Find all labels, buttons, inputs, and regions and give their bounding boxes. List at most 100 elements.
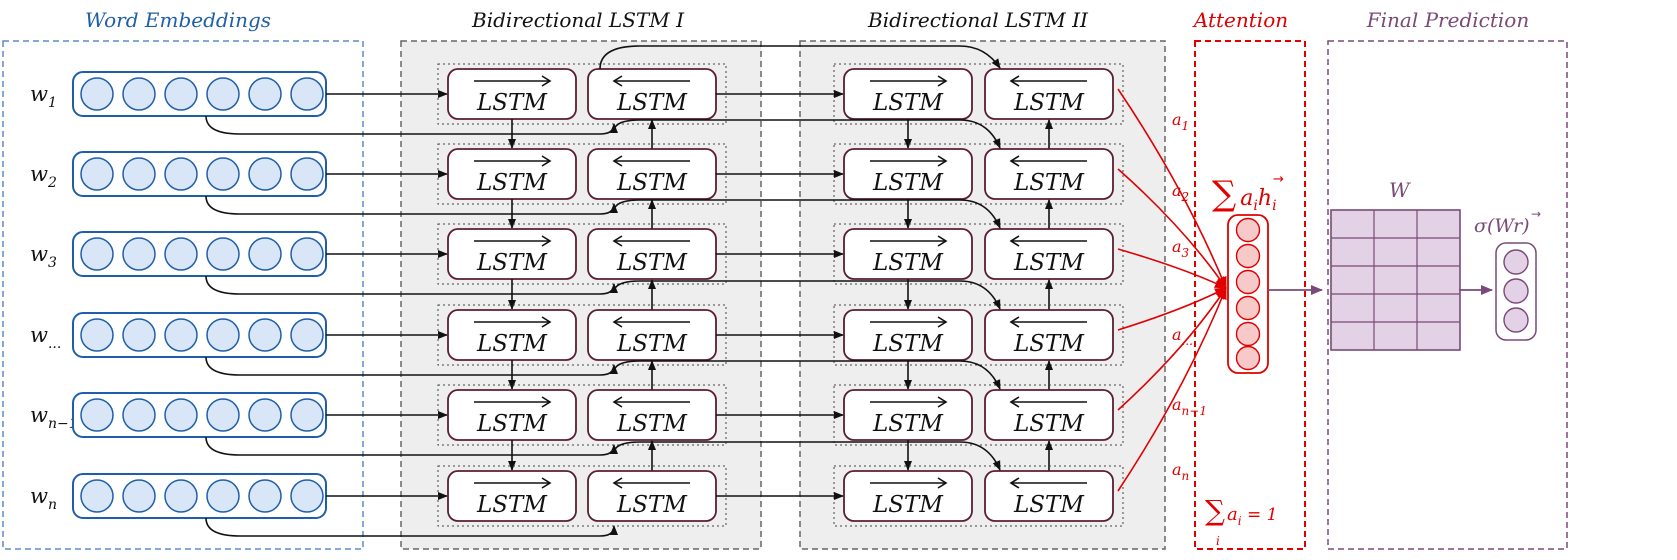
embedding-node	[290, 237, 324, 271]
attention-node	[1235, 295, 1261, 321]
embedding-to-backward-arrow	[205, 275, 618, 295]
left-arrow-head-icon	[612, 477, 623, 489]
embedding-node	[164, 479, 198, 513]
lstm-label: LSTM	[616, 250, 688, 276]
attention-weight-label: a...	[1172, 325, 1193, 348]
lstm-pair-frame	[437, 223, 727, 285]
embedding-to-backward-arrow	[205, 517, 618, 537]
attention-weight-arrow	[1117, 287, 1227, 492]
backward-lstm-cell: LSTM	[587, 470, 717, 522]
backward-lstm-cell: LSTM	[587, 389, 717, 441]
left-arrow-head-icon	[612, 396, 623, 408]
constraint-sum-index: i	[1216, 534, 1220, 548]
embedding-node	[290, 479, 324, 513]
attention-weight-label: a1	[1172, 110, 1189, 133]
lstm-label: LSTM	[1013, 331, 1085, 357]
word-label: w2	[30, 162, 57, 191]
lstm-label: LSTM	[616, 331, 688, 357]
word-subscript: 2	[47, 175, 57, 191]
title-bilstm1: Bidirectional LSTM I	[471, 8, 685, 32]
embedding-node	[164, 318, 198, 352]
lstm-label: LSTM	[616, 492, 688, 518]
left-arrow-head-icon	[612, 75, 623, 87]
weight-matrix	[1330, 209, 1461, 351]
word-subscript: n	[48, 497, 57, 513]
word-subscript: ...	[48, 336, 61, 352]
forward-lstm-cell: LSTM	[447, 470, 577, 522]
backward-lstm-cell: LSTM	[587, 228, 717, 280]
embedding-node	[80, 237, 114, 271]
weighted-sum-label: ∑ aihi	[1212, 174, 1277, 214]
word-row: wn−1	[30, 392, 618, 456]
lstm-pair-frame	[437, 304, 727, 366]
lstm-label: LSTM	[1013, 90, 1085, 116]
attention-weight-arrow	[1117, 248, 1227, 289]
word-base: w	[30, 242, 48, 266]
lstm-label: LSTM	[476, 250, 548, 276]
bilstm2-cells: LSTM LSTM LSTM LSTM LSTM LSTM LSTM LSTM LSTM LSTM…	[833, 63, 1124, 527]
attention-weight-label: an	[1172, 460, 1189, 483]
title-final-prediction: Final Prediction	[1366, 8, 1529, 32]
embedding-node	[206, 157, 240, 191]
lstm-label: LSTM	[476, 411, 548, 437]
embedding-node	[290, 398, 324, 432]
embedding-to-backward-arrow	[205, 195, 618, 215]
final-prediction-block: W σ(Wr) →	[1268, 178, 1541, 351]
embedding-node	[80, 479, 114, 513]
constraint-label: ∑ ai = 1	[1205, 494, 1277, 528]
forward1-to-backward2-arrow	[613, 280, 1001, 310]
attention-frame	[1194, 40, 1306, 550]
right-arrow-head-icon	[937, 396, 948, 408]
forward-lstm-cell: LSTM	[447, 389, 577, 441]
left-arrow-head-icon	[612, 235, 623, 247]
forward-lstm-cell: LSTM	[843, 68, 973, 120]
left-arrow-head-icon	[1009, 235, 1020, 247]
lstm-label: LSTM	[616, 170, 688, 196]
embedding-node	[206, 479, 240, 513]
attention-node	[1235, 345, 1261, 371]
word-label: wn	[30, 484, 57, 513]
output-node	[1503, 307, 1529, 333]
forward-lstm-cell: LSTM	[447, 148, 577, 200]
embedding-node	[122, 318, 156, 352]
right-arrow-head-icon	[937, 75, 948, 87]
lstm-label: LSTM	[476, 170, 548, 196]
forward1-to-backward2-arrow	[613, 360, 1001, 390]
lstm-label: LSTM	[872, 90, 944, 116]
forward-lstm-cell: LSTM	[843, 470, 973, 522]
embedding-node	[122, 479, 156, 513]
embedding-node	[248, 318, 282, 352]
left-arrow-head-icon	[1009, 396, 1020, 408]
attention-weight-arrow	[1117, 168, 1227, 289]
embedding-node	[122, 237, 156, 271]
lstm-label: LSTM	[872, 250, 944, 276]
right-arrow-head-icon	[937, 477, 948, 489]
word-subscript: n−1	[48, 416, 78, 432]
right-arrow-head-icon	[541, 396, 552, 408]
forward1-to-backward2-arrow	[613, 119, 1001, 149]
attention-weight-arrow	[1117, 287, 1227, 411]
embedding-node	[248, 77, 282, 111]
lstm-label: LSTM	[1013, 492, 1085, 518]
word-base: w	[30, 162, 48, 186]
word-subscript: 3	[48, 255, 57, 271]
embedding-node	[290, 77, 324, 111]
word-label: w3	[30, 242, 57, 271]
word-label: w1	[30, 82, 57, 111]
forward1-to-backward2-arrow	[613, 199, 1001, 229]
weighted-sum-h-arrow: →	[1273, 172, 1284, 187]
word-row: w1	[30, 71, 618, 135]
embedding-node	[206, 237, 240, 271]
word-label: w...	[30, 323, 61, 352]
embedding-to-backward-arrow	[205, 436, 618, 456]
embedding-node	[248, 157, 282, 191]
embedding-node	[290, 157, 324, 191]
attention-weight-label: a3	[1172, 237, 1190, 260]
final-prediction-frame	[1327, 40, 1568, 550]
embedding-node	[122, 398, 156, 432]
bilstm1-frame	[400, 40, 762, 550]
lstm-label: LSTM	[1013, 170, 1085, 196]
